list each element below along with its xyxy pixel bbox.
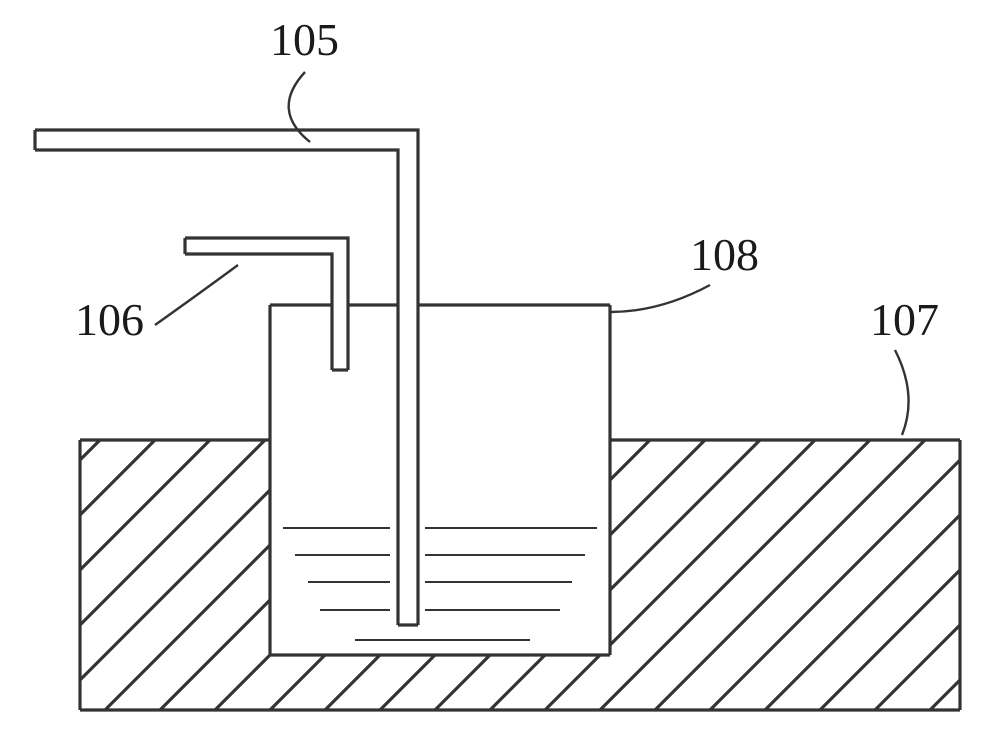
callout-label-108: 108 xyxy=(690,229,759,280)
leader-l108 xyxy=(610,285,710,312)
technical-diagram: 105 106 108 107 xyxy=(0,0,1000,736)
leader-l107 xyxy=(895,350,909,435)
callout-label-105: 105 xyxy=(270,14,339,65)
callout-label-106: 106 xyxy=(75,294,144,345)
callout-label-107: 107 xyxy=(870,294,939,345)
leader-l106 xyxy=(155,265,238,325)
